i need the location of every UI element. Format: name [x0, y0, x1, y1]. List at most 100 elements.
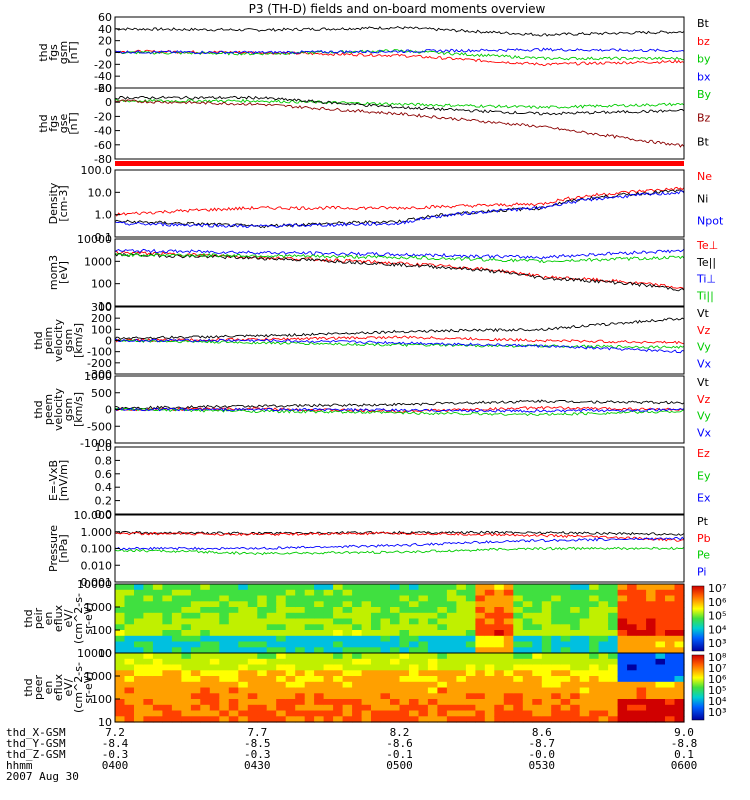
spectrogram-cell [503, 584, 514, 591]
spectrogram-cell [589, 670, 600, 677]
spectrogram-cell [409, 589, 420, 597]
spectrogram-cell [532, 612, 543, 620]
spectrogram-cell [655, 601, 666, 608]
spectrogram-cell [503, 710, 514, 717]
series-line [114, 531, 685, 542]
spectrogram-cell [390, 681, 401, 689]
spectrogram-cell [570, 584, 581, 591]
spectrogram-cell [579, 681, 590, 689]
spectrogram-cell [465, 612, 476, 620]
spectrogram-cell [522, 670, 533, 677]
y-tick-label: 100 [91, 323, 112, 336]
bottom-row-value: -8.5 [244, 737, 271, 750]
spectrogram-cell [238, 641, 249, 648]
spectrogram-cell [276, 641, 287, 648]
spectrogram-cell [323, 612, 334, 620]
spectrogram-cell [181, 589, 192, 597]
spectrogram-cell [579, 589, 590, 597]
spectrogram-cell [115, 612, 126, 620]
y-tick-label: 200 [91, 312, 112, 325]
spectrogram-cell [475, 584, 486, 591]
spectrogram-cell [598, 584, 609, 591]
spectrogram-cell [503, 624, 514, 631]
spectrogram-cell [342, 676, 353, 683]
y-axis-label: [nT] [67, 41, 80, 63]
spectrogram-cell [655, 595, 666, 602]
spectrogram-cell [399, 704, 410, 712]
spectrogram-cell [361, 607, 372, 614]
spectrogram-cell [228, 664, 239, 671]
spectrogram-cell [465, 710, 476, 717]
spectrogram-cell [314, 693, 325, 700]
spectrogram-cell [541, 681, 552, 689]
spectrogram-cell [418, 641, 429, 648]
spectrogram-cell [579, 607, 590, 614]
spectrogram-cell [579, 704, 590, 712]
spectrogram-cell [209, 716, 220, 723]
spectrogram-cell [228, 681, 239, 689]
spectrogram-cell [124, 710, 135, 717]
spectrogram-cell [456, 641, 467, 648]
spectrogram-cell [484, 641, 495, 648]
spectrogram-cell [190, 699, 201, 706]
spectrogram-cell [152, 612, 163, 620]
y-tick-label: -1000 [80, 437, 112, 450]
spectrogram-cell [503, 589, 514, 597]
spectrogram-cell [228, 635, 239, 643]
y-tick-label: 0 [105, 96, 112, 109]
spectrogram-cell [655, 676, 666, 683]
spectrogram-cell [304, 658, 315, 666]
y-tick-label: 0.010 [81, 559, 113, 572]
panel-frame [114, 169, 685, 238]
spectrogram-cell [570, 624, 581, 631]
spectrogram-cell [627, 641, 638, 648]
spectrogram-cell [427, 704, 438, 712]
spectrogram-cell [399, 664, 410, 671]
spectrogram-cell [446, 612, 457, 620]
spectrogram-cell [589, 589, 600, 597]
spectrogram-cell [342, 641, 353, 648]
spectrogram-cell [257, 612, 268, 620]
spectrogram-cell [134, 630, 145, 637]
spectrogram-cell [276, 670, 287, 677]
spectrogram-cell [238, 601, 249, 608]
spectrogram-cell [627, 630, 638, 637]
y-tick-label: -20 [94, 110, 112, 123]
spectrogram-cell [475, 612, 486, 620]
spectrogram-cell [190, 653, 201, 660]
y-tick-label: 10.0 [88, 186, 113, 199]
spectrogram-cell [266, 589, 277, 597]
spectrogram-cell [314, 653, 325, 660]
spectrogram-cell [190, 630, 201, 637]
spectrogram-cell [380, 653, 391, 660]
spectrogram-cell [655, 612, 666, 620]
spectrogram-cell [371, 664, 382, 671]
spectrogram-cell [589, 595, 600, 602]
spectrogram-cell [513, 699, 524, 706]
spectrogram-cell [456, 612, 467, 620]
spectrogram-cell [522, 635, 533, 643]
legend-entry: Npot [697, 215, 724, 228]
spectrogram-cell [646, 595, 657, 602]
spectrogram-cell [219, 589, 230, 597]
spectrogram-cell [522, 595, 533, 602]
spectrogram-cell [314, 670, 325, 677]
spectrogram-cell [314, 595, 325, 602]
spectrogram-cell [475, 635, 486, 643]
spectrogram-cell [522, 641, 533, 648]
spectrogram-cell [446, 670, 457, 677]
spectrogram-cell [494, 658, 505, 666]
spectrogram-cell [342, 607, 353, 614]
spectrogram-cell [219, 624, 230, 631]
spectrogram-cell [465, 658, 476, 666]
spectrogram-cell [333, 647, 344, 654]
y-tick-label: 10000 [77, 233, 112, 246]
spectrogram-cell [570, 589, 581, 597]
spectrogram-cell [238, 699, 249, 706]
spectrogram-cell [665, 687, 676, 694]
spectrogram-cell [646, 710, 657, 717]
spectrogram-cell [115, 664, 126, 671]
spectrogram-cell [598, 618, 609, 625]
spectrogram-cell [171, 641, 182, 648]
spectrogram-cell [209, 584, 220, 591]
